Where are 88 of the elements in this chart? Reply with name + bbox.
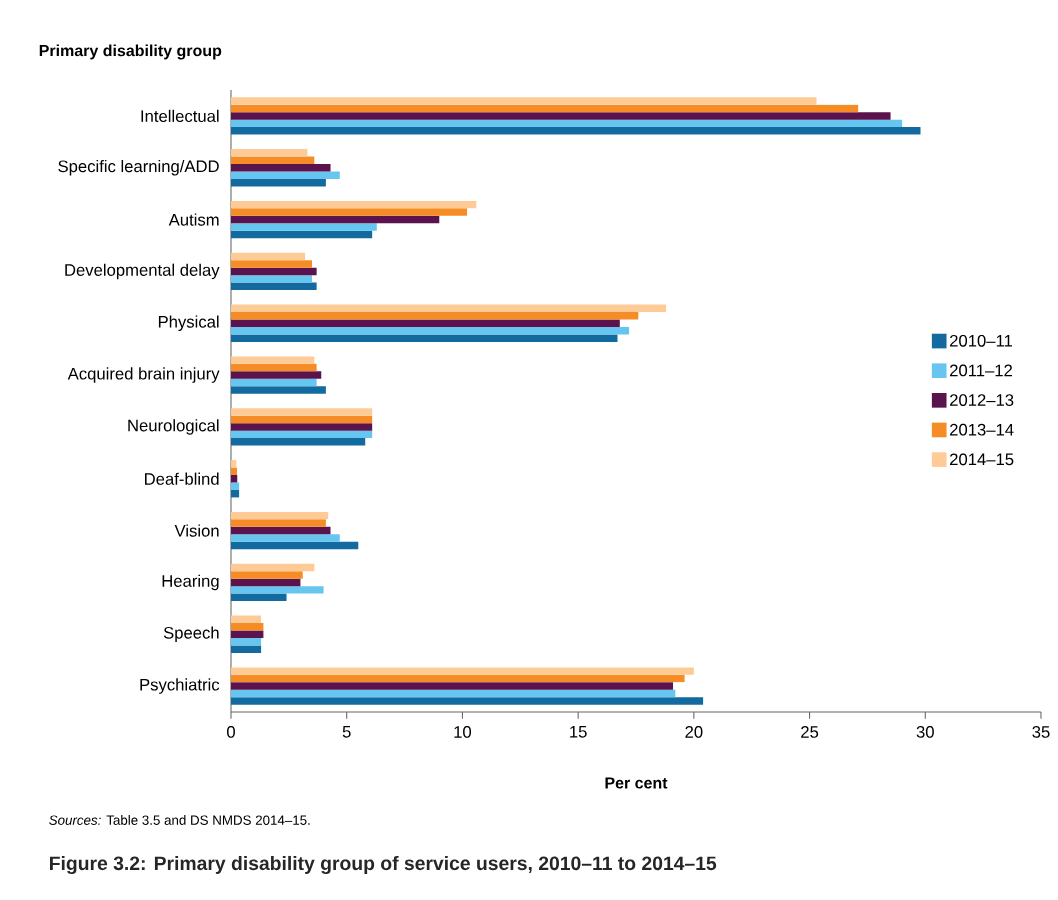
x-axis-title: Per cent [605, 777, 668, 789]
bar [231, 223, 377, 231]
bar [231, 304, 667, 313]
x-tick-label: 10 [454, 726, 472, 738]
bar [231, 178, 326, 187]
bar [231, 541, 359, 550]
bar [231, 519, 326, 527]
legend-label: 2013–14 [950, 423, 1014, 436]
y-tick-label: Autism [168, 213, 219, 226]
bar [231, 586, 324, 594]
bar [231, 260, 312, 268]
bar [231, 334, 618, 342]
bar [231, 267, 317, 276]
y-tick-label: Specific learning/ADD [58, 159, 219, 176]
bar [231, 319, 620, 327]
y-tick-label: Speech [163, 626, 219, 642]
bar [231, 386, 326, 394]
bar [231, 482, 240, 490]
bar [231, 682, 674, 690]
bar [231, 667, 694, 675]
y-tick-label: Developmental delay [65, 263, 220, 280]
bar [231, 112, 891, 120]
bar [231, 467, 238, 475]
text: Sources: Table 3.5 and DS NMDS 2014–15. [49, 815, 310, 825]
bar [231, 438, 366, 446]
bar [231, 200, 477, 209]
bar [231, 378, 317, 387]
x-tick-label: 0 [227, 726, 235, 738]
bar [231, 578, 301, 587]
bar [231, 215, 440, 224]
bar [231, 460, 237, 468]
bar [231, 415, 373, 424]
bar [231, 356, 315, 364]
legend-label: 2014–15 [950, 453, 1014, 466]
bar [231, 149, 308, 157]
bar [231, 637, 262, 646]
bar [231, 312, 639, 320]
bar [231, 511, 329, 520]
bar [231, 430, 373, 439]
x-tick-label: 15 [570, 726, 587, 738]
bar [231, 489, 240, 498]
y-axis-title: Primary disability group [39, 44, 222, 60]
bar [231, 423, 373, 431]
bar [231, 326, 630, 335]
bar [231, 534, 340, 542]
x-tick-label: 30 [916, 726, 934, 738]
text: Figure 3.2: Primary disability group of service users, 2010–11 to 2014–15 [50, 855, 717, 875]
bar [231, 371, 322, 379]
bar [231, 164, 331, 172]
x-tick-label: 20 [685, 726, 703, 738]
bar [231, 630, 264, 638]
bar [231, 252, 306, 261]
bar [231, 127, 921, 135]
bar [231, 697, 704, 705]
bar [231, 230, 373, 239]
y-tick-label: Physical [158, 315, 219, 331]
bar [231, 363, 317, 372]
legend-label: 2011–12 [950, 364, 1012, 377]
bar [231, 571, 303, 579]
bar [231, 563, 315, 572]
x-tick-label: 5 [342, 726, 351, 738]
y-tick-label: Neurological [128, 419, 219, 435]
y-tick-label: Acquired brain injury [67, 367, 220, 383]
legend-label: 2012–13 [950, 394, 1014, 406]
bar [231, 275, 312, 283]
x-tick-label: 25 [801, 726, 819, 738]
y-tick-label: Deaf-blind [145, 472, 219, 485]
bar [231, 156, 315, 165]
bar [231, 208, 468, 216]
y-tick-label: Psychiatric [140, 678, 220, 694]
bar [231, 97, 817, 105]
bar [231, 645, 262, 653]
x-tick-label: 35 [1032, 726, 1050, 738]
bar [231, 593, 287, 602]
bar [231, 623, 264, 631]
bar [231, 674, 685, 683]
bar [231, 119, 903, 128]
bar [231, 526, 331, 535]
y-tick-label: Intellectual [141, 109, 219, 123]
bar [231, 615, 262, 624]
bar [231, 408, 373, 416]
bar [231, 689, 676, 698]
legend-label: 2010–11 [950, 334, 1013, 347]
bar [231, 104, 859, 113]
bar [231, 282, 317, 291]
bar [231, 171, 340, 179]
y-tick-label: Vision [174, 524, 219, 537]
y-tick-label: Hearing [162, 574, 219, 591]
